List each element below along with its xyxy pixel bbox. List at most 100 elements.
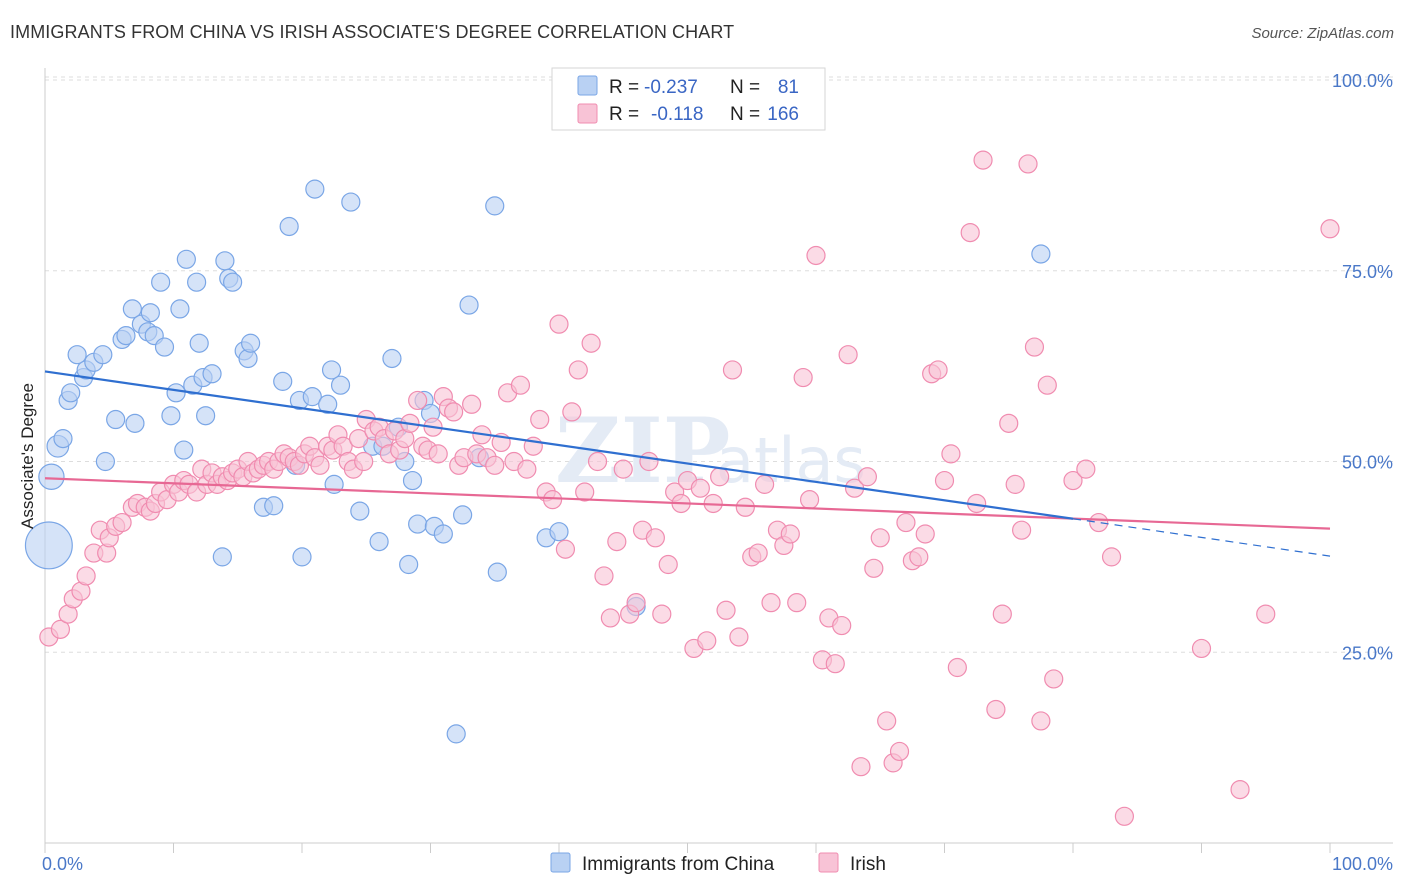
irish-point-75 (462, 394, 482, 414)
irish-point-128 (799, 490, 820, 510)
irish-point-5 (76, 566, 96, 586)
irish-point-95 (587, 451, 608, 472)
y-tick-label-50: 50.0% (1342, 453, 1393, 473)
irish-point-168 (1101, 547, 1122, 567)
irish-point-142 (889, 741, 910, 762)
irish-point-163 (1037, 375, 1057, 395)
china-point-53 (330, 375, 351, 395)
china-point-23 (161, 406, 181, 426)
china-point-24 (166, 383, 186, 403)
irish-point-47 (310, 455, 330, 475)
irish-point-98 (607, 532, 627, 552)
irish-point-94 (581, 333, 601, 353)
legend-r-label-irish: R = (609, 104, 639, 125)
irish-trend-line (44, 477, 1331, 530)
china-point-12 (106, 409, 126, 430)
irish-point-125 (780, 524, 800, 544)
china-point-22 (154, 337, 175, 357)
irish-point-104 (645, 528, 665, 548)
irish-point-169 (1114, 806, 1135, 826)
china-point-59 (382, 348, 402, 369)
legend-swatch-china (577, 75, 598, 96)
china-point-33 (202, 364, 222, 384)
china-trend-extension (1072, 518, 1331, 557)
irish-point-166 (1076, 459, 1096, 479)
china-point-54 (341, 192, 361, 212)
china-point-14 (116, 326, 136, 346)
china-point-30 (189, 333, 209, 353)
irish-point-133 (832, 615, 852, 636)
irish-point-79 (485, 455, 505, 475)
china-point-71 (459, 295, 479, 315)
series-irish-points (39, 150, 1340, 826)
china-point-73 (485, 196, 505, 216)
irish-point-96 (594, 566, 614, 586)
irish-point-111 (690, 478, 710, 498)
x-tick-label-max: 100.0% (1332, 854, 1393, 874)
irish-point-1 (50, 619, 71, 639)
irish-point-54 (348, 429, 369, 449)
irish-point-162 (1031, 711, 1051, 731)
irish-point-89 (549, 314, 569, 334)
irish-point-136 (851, 757, 871, 777)
china-point-10 (93, 345, 113, 365)
irish-point-157 (999, 413, 1019, 433)
series-legend: Immigrants from China Irish (550, 852, 886, 875)
irish-point-115 (716, 600, 736, 620)
source-credit: Source: ZipAtlas.com (1251, 25, 1394, 42)
legend-r-value-china: -0.237 (644, 77, 698, 98)
legend-r-label-china: R = (609, 77, 639, 98)
china-point-34 (212, 547, 232, 567)
china-point-64 (408, 514, 428, 534)
irish-point-138 (864, 558, 884, 578)
irish-point-121 (754, 474, 775, 494)
chart-title: IMMIGRANTS FROM CHINA VS IRISH ASSOCIATE… (10, 22, 735, 42)
bottom-legend-swatch-irish (818, 852, 839, 873)
irish-point-134 (838, 345, 858, 365)
y-tick-label-100: 100.0% (1332, 71, 1393, 91)
irish-point-143 (896, 512, 916, 533)
legend-n-value-china: 81 (778, 77, 799, 98)
y-tick-label-75: 75.0% (1342, 262, 1393, 282)
irish-point-120 (748, 543, 768, 563)
irish-point-148 (928, 360, 948, 380)
legend-r-value-irish: -0.118 (651, 104, 703, 125)
irish-point-103 (639, 451, 659, 472)
irish-point-106 (658, 554, 678, 575)
china-point-29 (187, 272, 207, 292)
x-tick-label-min: 0.0% (42, 854, 83, 874)
irish-point-132 (825, 654, 845, 674)
irish-point-88 (542, 490, 563, 510)
y-tick-labels: 25.0% 50.0% 75.0% 100.0% (1332, 71, 1393, 663)
bottom-legend-swatch-china (550, 852, 571, 873)
irish-point-164 (1044, 669, 1064, 689)
irish-point-101 (626, 593, 646, 613)
china-point-69 (446, 724, 466, 744)
china-point-19 (140, 303, 160, 323)
china-point-70 (453, 505, 473, 525)
irish-point-72 (444, 402, 464, 422)
china-point-1 (38, 463, 65, 490)
irish-point-90 (555, 539, 576, 559)
china-point-37 (223, 272, 243, 292)
irish-point-171 (1230, 779, 1250, 800)
irish-point-170 (1191, 638, 1212, 659)
irish-point-152 (960, 223, 980, 243)
china-point-62 (399, 554, 419, 575)
china-point-11 (95, 451, 115, 472)
china-point-35 (215, 251, 235, 271)
irish-point-151 (947, 657, 967, 678)
irish-point-65 (408, 390, 428, 411)
china-point-0 (24, 521, 73, 570)
irish-point-93 (575, 482, 595, 502)
irish-point-167 (1089, 512, 1109, 533)
irish-point-159 (1011, 520, 1032, 540)
irish-point-161 (1024, 337, 1045, 357)
china-trend-line (44, 370, 1074, 520)
irish-point-146 (915, 524, 935, 544)
irish-point-155 (986, 699, 1006, 720)
irish-point-116 (722, 360, 743, 380)
china-point-74 (487, 562, 507, 582)
y-tick-label-25: 25.0% (1342, 643, 1393, 663)
irish-point-99 (613, 459, 633, 479)
